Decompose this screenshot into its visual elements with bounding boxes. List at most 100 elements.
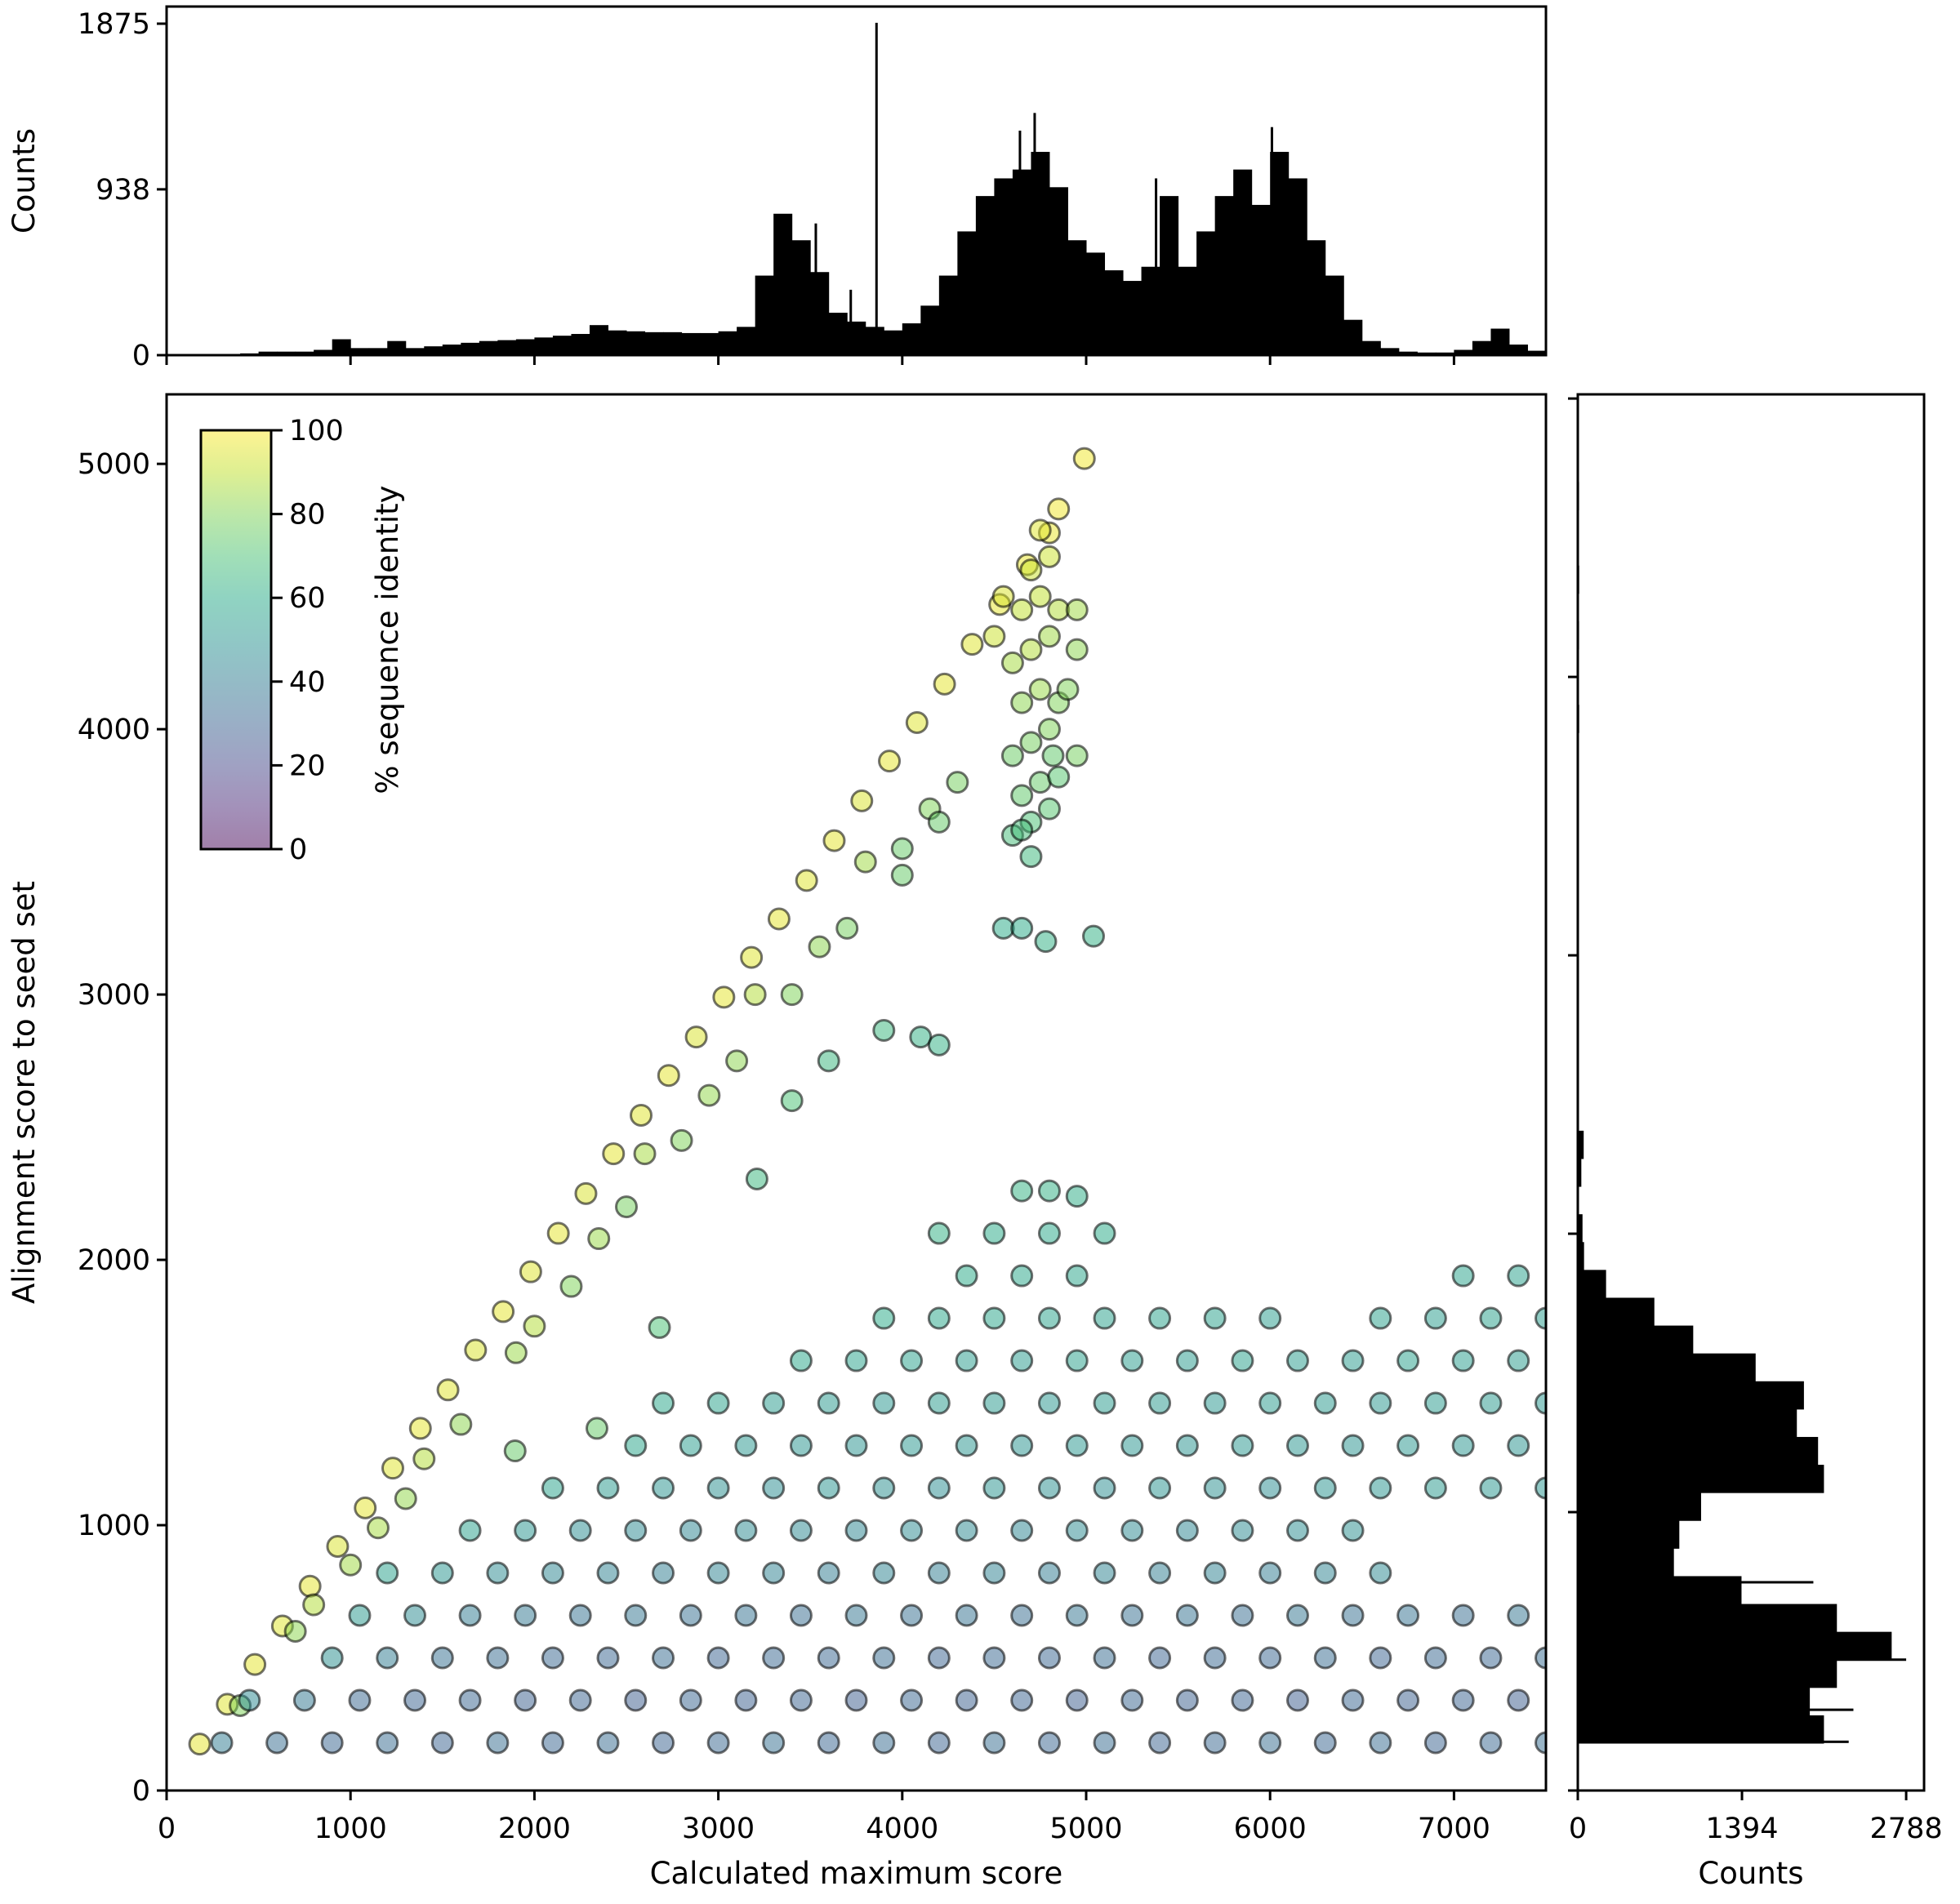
scatter-point	[1000, 651, 1024, 674]
scatter-point	[339, 1553, 363, 1577]
scatter-point	[1423, 1476, 1447, 1500]
x-tick-label: 2000	[498, 1813, 571, 1845]
scatter-point	[900, 1604, 924, 1627]
histogram-bar	[608, 330, 627, 355]
histogram-bar	[1578, 1381, 1804, 1410]
scatter-point	[1341, 1604, 1365, 1627]
scatter-point	[1258, 1731, 1282, 1755]
scatter-point	[1093, 1306, 1116, 1330]
scatter-point	[503, 1439, 527, 1463]
scatter-point	[927, 1033, 951, 1057]
scatter-point	[568, 1519, 592, 1542]
scatter-point	[725, 1049, 749, 1073]
scatter-point	[1479, 1391, 1503, 1415]
scatter-point	[436, 1378, 460, 1402]
scatter-point	[1451, 1604, 1475, 1627]
histogram-bar	[442, 345, 461, 355]
scatter-point	[596, 1646, 620, 1670]
histogram-bar	[534, 337, 554, 355]
scatter-point	[541, 1476, 564, 1500]
histogram-bar	[1049, 187, 1068, 355]
colorbar-tick-label: 0	[289, 834, 307, 866]
histogram-bar	[1251, 204, 1271, 355]
scatter-point	[878, 750, 902, 773]
scatter-point	[927, 1391, 951, 1415]
scatter-point	[1028, 518, 1052, 542]
scatter-point	[1285, 1349, 1309, 1372]
scatter-point	[354, 1496, 377, 1519]
scatter-point	[1037, 797, 1061, 821]
scatter-point	[933, 672, 956, 696]
scatter-point	[1341, 1688, 1365, 1712]
histogram-spike	[1578, 1740, 1849, 1743]
scatter-point	[1423, 1306, 1447, 1330]
scatter-point	[366, 1516, 390, 1540]
histogram-bar	[1578, 1325, 1694, 1355]
top-histogram-y-tick-label: 0	[132, 340, 150, 372]
x-axis-label: Calculated maximum score	[650, 1856, 1063, 1891]
scatter-point	[1120, 1349, 1144, 1372]
histogram-bar	[626, 331, 646, 355]
scatter-point	[1341, 1349, 1365, 1372]
histogram-bar	[314, 349, 333, 355]
scatter-point	[430, 1731, 454, 1755]
x-tick-label: 0	[158, 1813, 176, 1845]
scatter-point	[1041, 744, 1065, 767]
scatter-point	[817, 1731, 840, 1755]
histogram-bar	[737, 327, 756, 355]
scatter-point	[568, 1604, 592, 1627]
scatter-point	[955, 1434, 978, 1457]
scatter-point	[1203, 1306, 1227, 1330]
scatter-plot	[188, 447, 1546, 1756]
right-histogram-x-tick-label: 1394	[1706, 1813, 1779, 1845]
histogram-bar	[1141, 266, 1160, 355]
scatter-point	[706, 1561, 730, 1585]
scatter-point	[1396, 1349, 1420, 1372]
scatter-point	[1037, 1306, 1061, 1330]
scatter-point	[1423, 1391, 1447, 1415]
scatter-point	[1028, 585, 1052, 608]
scatter-point	[1010, 1179, 1034, 1203]
histogram-bar	[1343, 319, 1363, 355]
scatter-point	[1093, 1731, 1116, 1755]
scatter-point	[1010, 1434, 1034, 1457]
scatter-point	[822, 829, 846, 852]
histogram-bar	[258, 351, 278, 355]
scatter-point	[403, 1688, 427, 1712]
scatter-point	[817, 1476, 840, 1500]
scatter-point	[1065, 1349, 1089, 1372]
histogram-spike	[1578, 1581, 1814, 1584]
histogram-bar	[1086, 252, 1106, 355]
histogram-bar	[1325, 275, 1344, 355]
scatter-point	[872, 1731, 896, 1755]
scatter-point	[697, 1083, 721, 1107]
scatter-point	[1010, 916, 1034, 940]
histogram-bar	[1578, 1408, 1797, 1438]
scatter-point	[596, 1561, 620, 1585]
scatter-point	[927, 1306, 951, 1330]
histogram-bar	[865, 327, 884, 355]
y-tick-label: 1000	[78, 1510, 150, 1542]
scatter-point	[982, 1731, 1006, 1755]
scatter-point	[492, 1300, 515, 1323]
scatter-point	[1065, 1688, 1089, 1712]
scatter-point	[1037, 1476, 1061, 1500]
histogram-spike	[814, 223, 817, 355]
scatter-point	[1369, 1306, 1392, 1330]
histogram-bar	[663, 331, 683, 355]
scatter-point	[1019, 558, 1043, 582]
scatter-point	[1000, 744, 1024, 767]
scatter-point	[1010, 1604, 1034, 1627]
scatter-point	[734, 1604, 758, 1627]
scatter-point	[872, 1561, 896, 1585]
histogram-bar	[1123, 281, 1143, 355]
scatter-point	[1148, 1476, 1172, 1500]
histogram-bar	[368, 348, 388, 355]
scatter-point	[265, 1731, 289, 1755]
scatter-point	[574, 1181, 598, 1205]
scatter-point	[1535, 1646, 1546, 1670]
scatter-point	[1037, 1646, 1061, 1670]
scatter-point	[652, 1476, 675, 1500]
scatter-point	[1258, 1306, 1282, 1330]
